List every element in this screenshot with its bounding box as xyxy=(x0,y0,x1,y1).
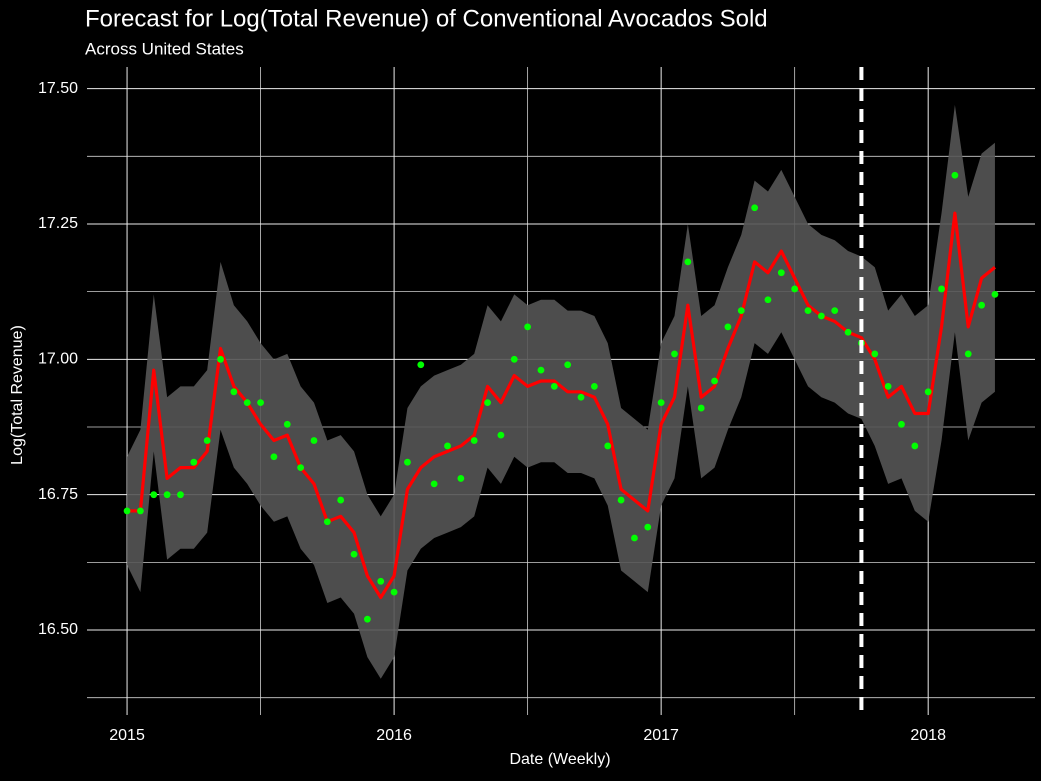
actual-point xyxy=(257,399,264,407)
actual-point xyxy=(724,323,732,331)
actual-point xyxy=(898,420,905,428)
actual-point xyxy=(564,361,572,369)
actual-point xyxy=(938,285,945,293)
actual-point xyxy=(697,404,705,412)
actual-point xyxy=(871,350,879,358)
actual-point xyxy=(417,361,425,369)
actual-point xyxy=(884,382,892,390)
actual-point xyxy=(404,458,411,466)
actual-point xyxy=(484,399,491,407)
actual-point xyxy=(817,312,825,320)
actual-point xyxy=(297,464,305,472)
actual-point xyxy=(711,377,718,385)
actual-point xyxy=(310,437,318,444)
actual-point xyxy=(537,366,545,374)
actual-point xyxy=(123,507,131,515)
actual-point xyxy=(951,171,959,179)
actual-point xyxy=(390,588,398,596)
x-tick-label: 2017 xyxy=(643,727,679,744)
actual-point xyxy=(964,350,972,358)
actual-point xyxy=(190,458,198,466)
actual-point xyxy=(831,307,839,315)
actual-point xyxy=(444,442,451,450)
confidence-band xyxy=(127,104,995,679)
y-tick-label: 16.50 xyxy=(38,621,78,638)
actual-point xyxy=(350,550,358,558)
actual-point xyxy=(337,496,345,504)
actual-point xyxy=(363,615,371,623)
actual-point xyxy=(150,491,158,499)
y-tick-label: 16.75 xyxy=(38,486,78,503)
actual-point xyxy=(510,355,518,363)
actual-point xyxy=(644,523,652,531)
actual-point xyxy=(430,480,438,488)
actual-point xyxy=(550,382,558,390)
actual-point xyxy=(777,269,785,277)
x-axis-title: Date (Weekly) xyxy=(509,751,610,768)
actual-point xyxy=(751,204,759,212)
actual-point xyxy=(671,350,678,358)
y-axis-title: Log(Total Revenue) xyxy=(9,325,26,465)
chart-subtitle: Across United States xyxy=(85,39,244,58)
actual-point xyxy=(497,431,505,439)
actual-point xyxy=(457,475,465,482)
actual-point xyxy=(604,442,612,450)
actual-point xyxy=(764,296,772,304)
y-tick-label: 17.00 xyxy=(38,351,78,368)
actual-point xyxy=(270,453,278,461)
actual-point xyxy=(377,577,385,585)
actual-point xyxy=(524,323,532,331)
actual-point xyxy=(577,393,585,401)
x-tick-label: 2016 xyxy=(376,727,412,744)
actual-point xyxy=(911,442,919,450)
actual-point xyxy=(684,258,692,266)
actual-point xyxy=(470,437,478,444)
actual-point xyxy=(163,491,171,499)
actual-point xyxy=(791,285,799,293)
actual-point xyxy=(203,437,211,444)
chart-title: Forecast for Log(Total Revenue) of Conve… xyxy=(85,5,768,32)
actual-point xyxy=(217,355,224,363)
actual-point xyxy=(137,507,144,515)
x-tick-label: 2018 xyxy=(910,727,946,744)
actual-point xyxy=(978,301,985,309)
actual-point xyxy=(657,399,665,407)
actual-point xyxy=(804,307,812,315)
actual-point xyxy=(991,290,999,298)
actual-point xyxy=(590,382,598,390)
y-tick-label: 17.50 xyxy=(38,80,78,97)
actual-point xyxy=(617,496,625,504)
actual-point xyxy=(243,399,251,407)
actual-point xyxy=(283,420,291,428)
actual-point xyxy=(924,388,932,396)
x-tick-label: 2015 xyxy=(109,727,145,744)
y-tick-label: 17.25 xyxy=(38,215,78,232)
actual-point xyxy=(177,491,184,499)
actual-point xyxy=(631,534,638,542)
actual-point xyxy=(737,307,745,315)
actual-point xyxy=(844,328,852,336)
plot-area xyxy=(123,67,999,715)
actual-point xyxy=(323,518,331,526)
actual-point xyxy=(230,388,238,396)
